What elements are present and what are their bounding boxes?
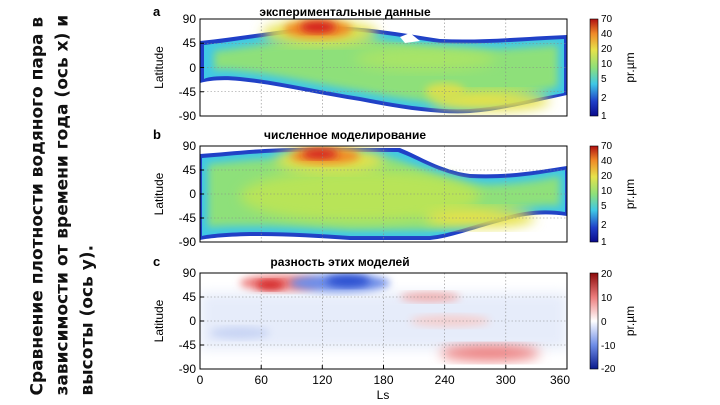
y-tick-label: 90	[183, 266, 197, 280]
y-tick-label: -45	[179, 211, 197, 225]
y-tick-label: 45	[183, 36, 197, 50]
data-region	[355, 47, 495, 71]
colorbar-tick: 1	[601, 111, 607, 122]
x-tick-label: 60	[255, 373, 269, 387]
colorbar-tick: 10	[601, 186, 613, 197]
gap	[400, 33, 420, 43]
diff-negative	[210, 327, 270, 339]
colorbar-tick: 2	[601, 220, 607, 231]
y-tick-label: 0	[189, 314, 196, 328]
heatmap-b	[200, 146, 567, 242]
data-region	[240, 170, 480, 222]
x-tick-label: 240	[435, 373, 455, 387]
y-ticks: 90 45 0 -45 -90	[179, 266, 204, 376]
y-tick-label: -45	[179, 338, 197, 352]
colorbar-tick: 1	[601, 237, 607, 248]
hotspot	[302, 149, 338, 159]
y-axis-label: Latitude	[152, 46, 166, 89]
y-tick-label: 90	[183, 139, 197, 153]
colorbar-tick: 40	[601, 29, 613, 40]
grid	[200, 273, 567, 369]
colorbar-ticks: 20 10 0 -10 -20	[601, 269, 616, 375]
panel-title: численное моделирование	[264, 128, 426, 142]
colorbar-tick: 20	[601, 44, 613, 55]
y-axis-label: Latitude	[152, 299, 166, 342]
heatmap-c	[200, 273, 567, 369]
y-tick-label: -90	[179, 235, 197, 249]
x-tick-label: 180	[373, 373, 393, 387]
colorbar-tick: 70	[601, 14, 613, 25]
colorbar-tick: 10	[601, 59, 613, 70]
colorbar-tick: 2	[601, 93, 607, 104]
panel-letter: c	[153, 254, 160, 269]
colorbar	[589, 272, 599, 370]
hotspot	[300, 21, 336, 33]
colorbar-tick: 5	[601, 74, 607, 85]
colorbar-tick: 10	[601, 293, 613, 304]
x-tick-label: 300	[496, 373, 516, 387]
colorbar-tick: -10	[601, 341, 616, 352]
y-tick-label: 0	[189, 61, 196, 75]
heatmap-a	[200, 19, 567, 116]
grid	[200, 19, 567, 116]
hotspot	[425, 83, 465, 99]
diff-positive	[400, 292, 460, 302]
colorbar-label: pr.µm	[623, 306, 637, 336]
panel-letter: a	[153, 4, 161, 19]
colorbar-tick: 20	[601, 269, 613, 280]
x-axis-label: Ls	[377, 388, 390, 402]
colorbar-tick: -20	[601, 364, 616, 375]
y-tick-label: 45	[183, 290, 197, 304]
colorbar	[589, 18, 599, 117]
y-tick-label: 45	[183, 163, 197, 177]
panel-a: a экспериментальные данные 90 45	[152, 4, 637, 123]
colorbar-tick: 70	[601, 141, 613, 152]
panel-letter: b	[153, 127, 161, 142]
x-ticks: 0 60 120 180 240 300 360	[197, 365, 570, 387]
x-tick-label: 360	[550, 373, 570, 387]
y-tick-label: -45	[179, 85, 197, 99]
y-tick-label: 0	[189, 187, 196, 201]
y-axis-label: Latitude	[152, 172, 166, 215]
colorbar-tick: 20	[601, 171, 613, 182]
y-ticks: 90 45 0 -45 -90	[179, 12, 204, 123]
colorbar-tick: 5	[601, 201, 607, 212]
diff-positive	[256, 280, 284, 290]
panel-c: c разность этих моделей 90 45 0 -4	[152, 254, 637, 402]
grid	[200, 146, 567, 242]
colorbar-ticks: 70 40 20 10 5 2 1	[601, 14, 613, 122]
y-ticks: 90 45 0 -45 -90	[179, 139, 204, 249]
diff-positive	[440, 345, 540, 361]
y-tick-label: -90	[179, 109, 197, 123]
panel-title: экспериментальные данные	[259, 5, 431, 19]
colorbar-ticks: 70 40 20 10 5 2 1	[601, 141, 613, 248]
x-tick-label: 0	[197, 373, 204, 387]
colorbar	[589, 145, 599, 243]
colorbar-tick: 0	[601, 317, 607, 328]
y-tick-label: 90	[183, 12, 197, 26]
panel-b: b численное моделирование 90 45 0 -45	[152, 127, 637, 249]
panel-title: разность этих моделей	[270, 255, 409, 269]
colorbar-tick: 40	[601, 156, 613, 167]
colorbar-label: pr.µm	[623, 179, 637, 209]
colorbar-label: pr.µm	[623, 52, 637, 82]
diff-negative	[326, 275, 370, 287]
x-tick-label: 120	[312, 373, 332, 387]
y-tick-label: -90	[179, 362, 197, 376]
